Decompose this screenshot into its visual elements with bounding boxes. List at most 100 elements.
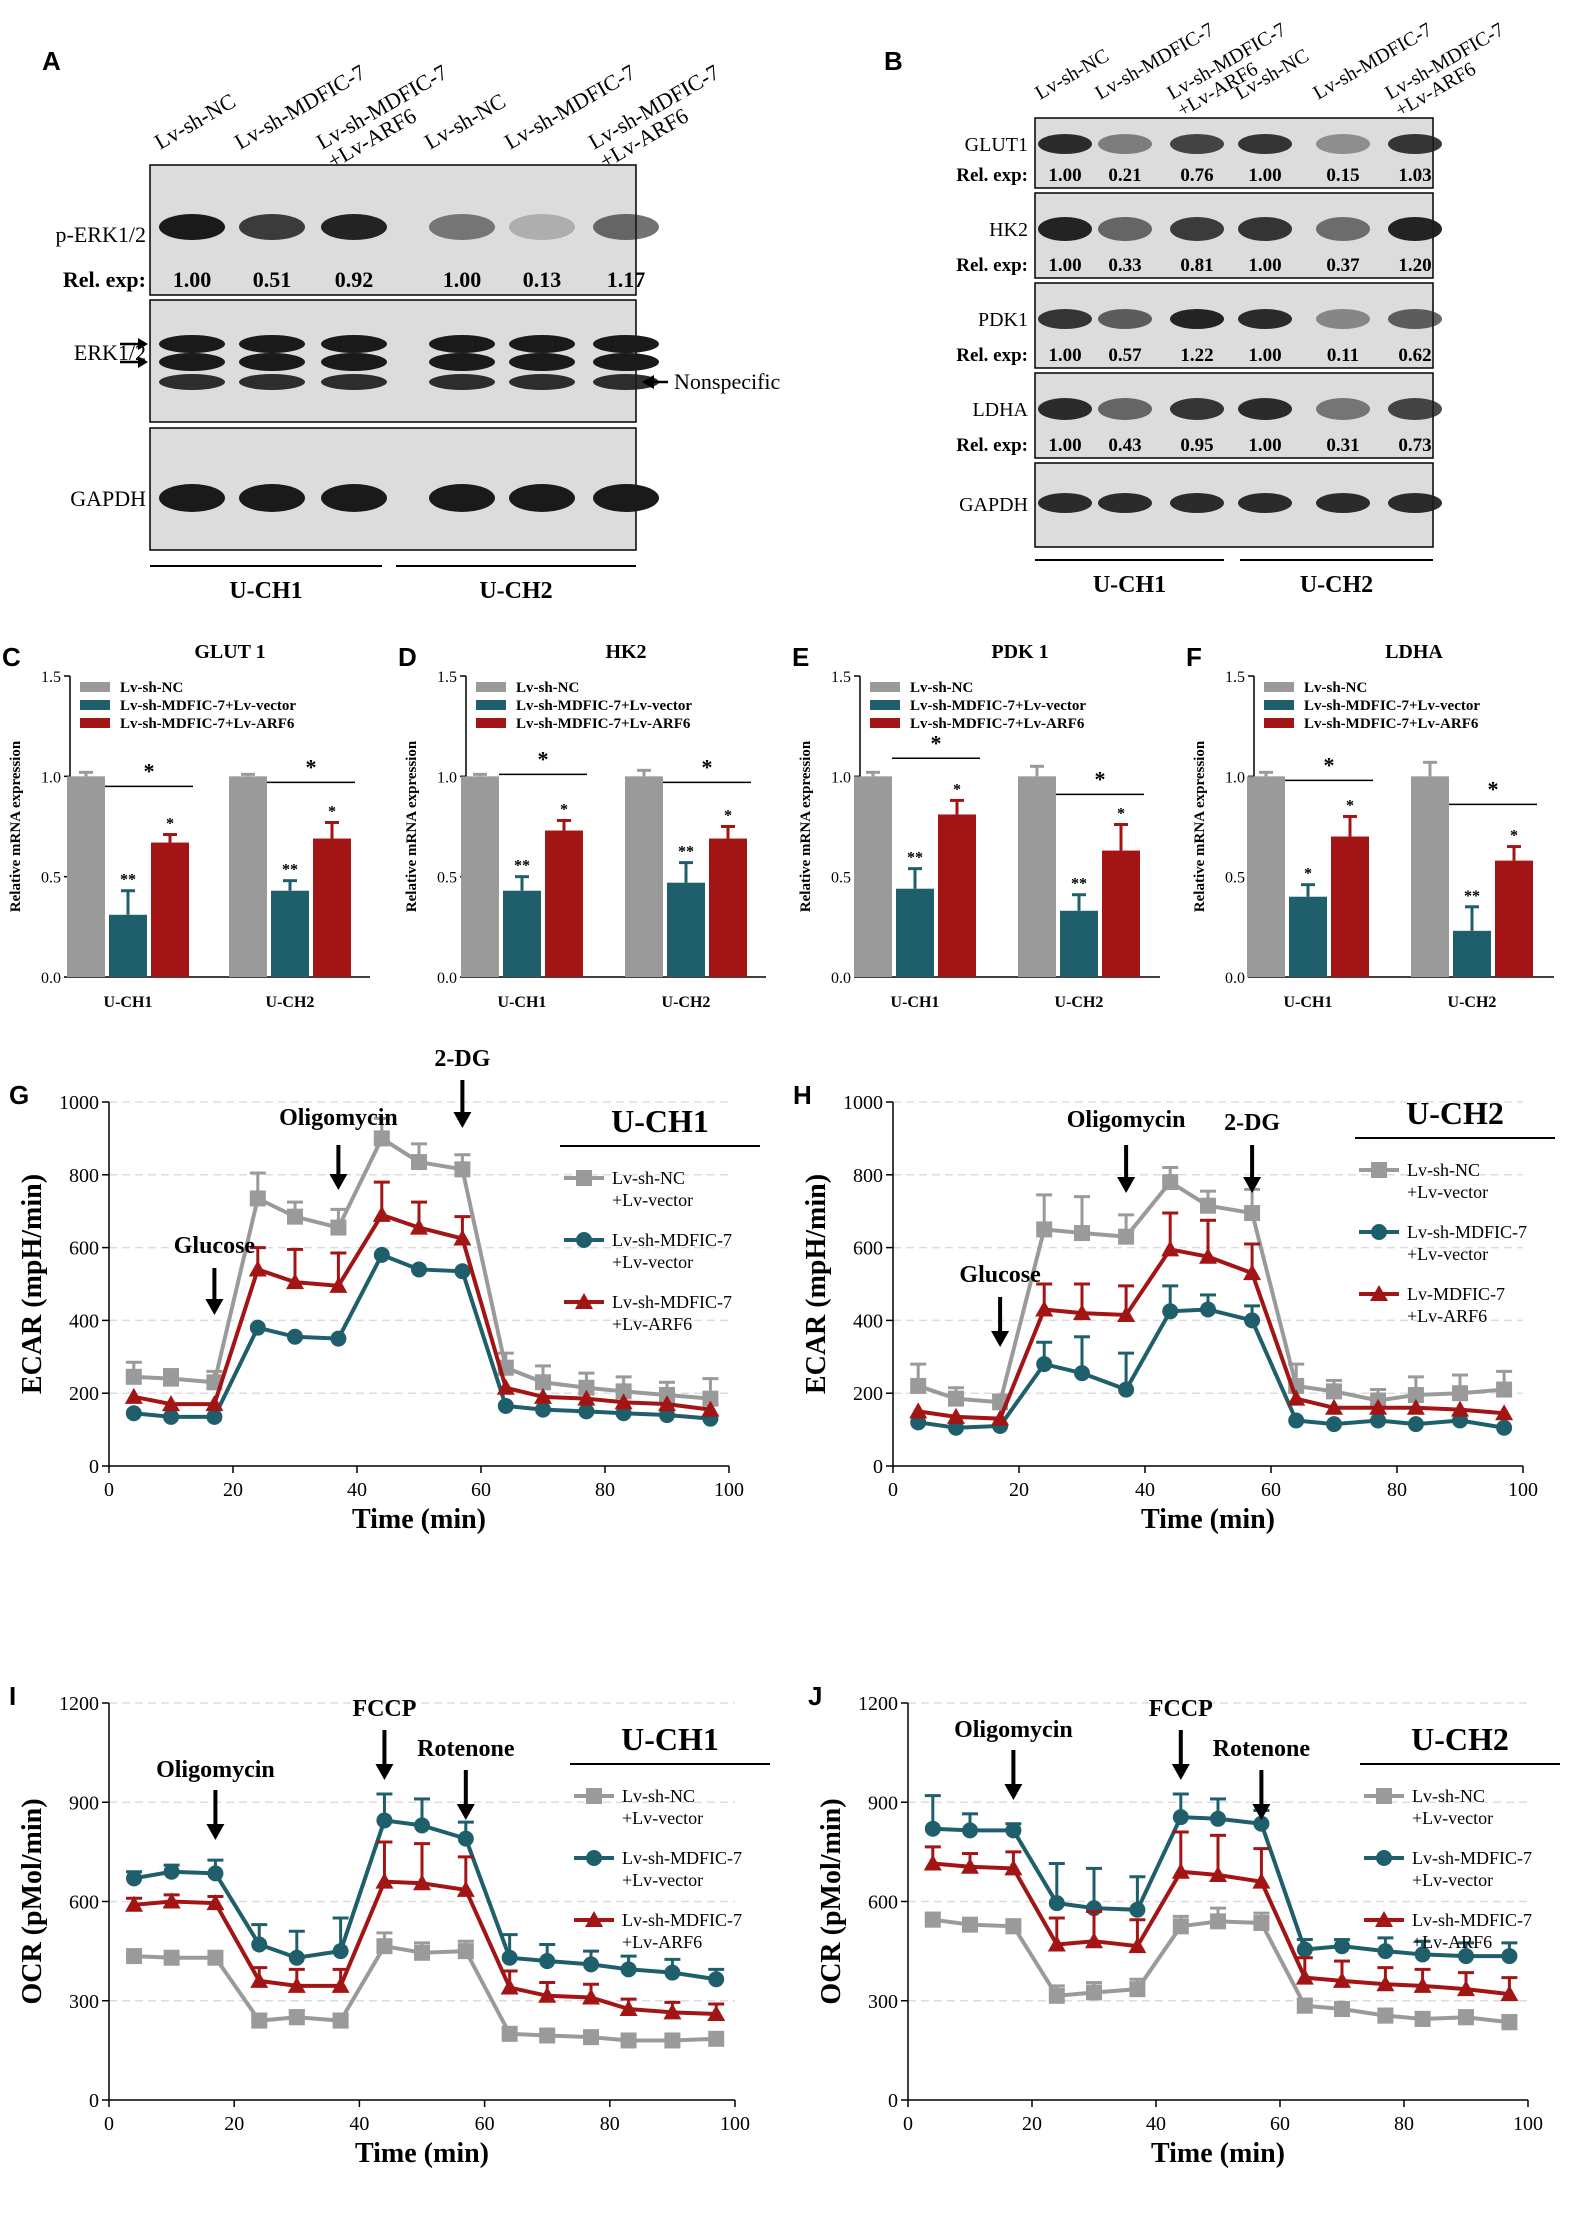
legend-label: Lv-MDFIC-7 +Lv-ARF6 xyxy=(1407,1284,1505,1326)
protein-label: HK2 xyxy=(989,219,1028,241)
data-point xyxy=(1161,1240,1180,1257)
group-label: U-CH1 xyxy=(229,578,302,604)
legend-swatch xyxy=(476,700,506,710)
rel-exp-value: 1.20 xyxy=(1398,255,1431,276)
bar xyxy=(1331,836,1369,977)
significance-mark: * xyxy=(1117,805,1125,822)
panel-letter: J xyxy=(808,1681,822,1711)
band xyxy=(1038,398,1092,420)
legend-label: Lv-sh-MDFIC-7+Lv-vector xyxy=(622,1848,742,1890)
data-point xyxy=(1210,1810,1226,1827)
y-axis-label: OCR (pMol/min) xyxy=(17,1798,48,2004)
bar xyxy=(854,776,892,977)
data-point xyxy=(286,1273,304,1290)
band xyxy=(1238,309,1292,329)
legend-label: Lv-sh-MDFIC-7+Lv-ARF6 xyxy=(1412,1910,1532,1952)
band xyxy=(239,353,305,371)
significance-mark: * xyxy=(166,816,174,833)
data-point xyxy=(620,1961,637,1978)
band xyxy=(1316,493,1370,513)
x-tick-label: 80 xyxy=(595,1479,615,1501)
band xyxy=(321,335,387,353)
legend-label: Lv-sh-MDFIC-7+Lv-ARF6 xyxy=(612,1292,732,1334)
data-point xyxy=(1501,1948,1518,1965)
data-point xyxy=(207,1949,224,1966)
band xyxy=(1038,134,1092,154)
y-tick-label: 0 xyxy=(873,1456,883,1478)
legend-label: Lv-sh-MDFIC-7+Lv-vector xyxy=(910,698,1086,714)
data-point xyxy=(1004,1859,1023,1876)
data-point xyxy=(411,1154,427,1171)
rel-exp-value: 0.43 xyxy=(1108,435,1141,456)
annotation-label: Oligomycin xyxy=(1067,1107,1186,1133)
legend-label: Lv-sh-MDFIC-7+Lv-vector xyxy=(612,1230,732,1272)
x-tick-label: 20 xyxy=(224,2113,244,2135)
annotation-label: Glucose xyxy=(174,1233,256,1259)
legend-label: Lv-sh-MDFIC-7+Lv-vector xyxy=(1304,698,1480,714)
x-tick-label: 0 xyxy=(104,2113,114,2135)
protein-label: GLUT1 xyxy=(965,134,1028,156)
data-point xyxy=(1243,1264,1262,1281)
arrow-head xyxy=(1004,1784,1023,1800)
data-point xyxy=(658,1395,676,1412)
category-label: U-CH1 xyxy=(1284,994,1333,1011)
legend-label: Lv-sh-MDFIC-7+Lv-ARF6 xyxy=(1304,716,1479,732)
data-point xyxy=(1376,1975,1395,1992)
data-point xyxy=(539,1953,556,1970)
arrow-head xyxy=(456,1804,475,1820)
rel-exp-label: Rel. exp: xyxy=(956,165,1028,186)
nonspecific-label: Nonspecific xyxy=(674,369,781,394)
x-tick-label: 0 xyxy=(888,1479,898,1501)
rel-exp-label: Rel. exp: xyxy=(63,267,146,292)
y-tick-label: 1000 xyxy=(59,1092,99,1114)
significance-mark: ** xyxy=(1071,876,1087,893)
data-point xyxy=(1162,1174,1179,1191)
data-point xyxy=(162,1395,180,1412)
y-tick-label: 900 xyxy=(69,1792,99,1814)
bar xyxy=(625,776,663,977)
band xyxy=(1316,309,1370,329)
bracket-mark: * xyxy=(1324,752,1335,777)
protein-label: PDK1 xyxy=(978,309,1028,331)
band xyxy=(1098,493,1152,513)
x-tick-label: 100 xyxy=(714,1479,744,1501)
data-point xyxy=(586,1850,602,1866)
data-point xyxy=(576,1232,592,1248)
annotation-label: 2-DG xyxy=(434,1046,490,1072)
bar xyxy=(1453,930,1491,977)
data-point xyxy=(206,1894,225,1911)
band xyxy=(1388,134,1442,154)
band xyxy=(429,374,495,390)
data-point xyxy=(125,1405,142,1422)
data-point xyxy=(410,1218,428,1235)
legend-swatch xyxy=(476,718,506,728)
data-point xyxy=(664,2032,681,2049)
data-point xyxy=(535,1401,551,1418)
data-point xyxy=(1047,1935,1066,1952)
x-tick-label: 60 xyxy=(1270,2113,1290,2135)
bar xyxy=(229,776,267,977)
y-tick-label: 0.0 xyxy=(831,970,851,987)
data-point xyxy=(578,1379,595,1396)
data-point xyxy=(332,2012,349,2029)
rel-exp-value: 1.00 xyxy=(1248,255,1281,276)
data-point xyxy=(414,1817,430,1834)
legend-label: Lv-sh-MDFIC-7+Lv-ARF6 xyxy=(622,1910,742,1952)
data-point xyxy=(707,2004,726,2021)
data-point xyxy=(1407,1387,1424,1404)
data-point xyxy=(1074,1225,1090,1242)
legend-swatch xyxy=(1264,718,1294,728)
rel-exp-value: 1.00 xyxy=(1048,165,1081,186)
rel-exp-value: 0.73 xyxy=(1398,435,1431,456)
blot-panel-B: B Lv-sh-NCLv-sh-MDFIC-7Lv-sh-MDFIC-7+Lv-A… xyxy=(884,19,1508,598)
rel-exp-value: 1.00 xyxy=(1248,435,1281,456)
annotation-label: Oligomycin xyxy=(279,1105,398,1131)
data-point xyxy=(924,1820,941,1837)
band xyxy=(593,484,659,512)
x-tick-label: 40 xyxy=(1135,1479,1155,1501)
bar-chart-D: D HK2 0.0 0.5 1.0 1.5 Relative mRNA expression… xyxy=(398,641,766,1011)
data-point xyxy=(1407,1416,1424,1433)
rel-exp-value: 0.11 xyxy=(1327,345,1359,366)
data-point xyxy=(163,1863,180,1880)
